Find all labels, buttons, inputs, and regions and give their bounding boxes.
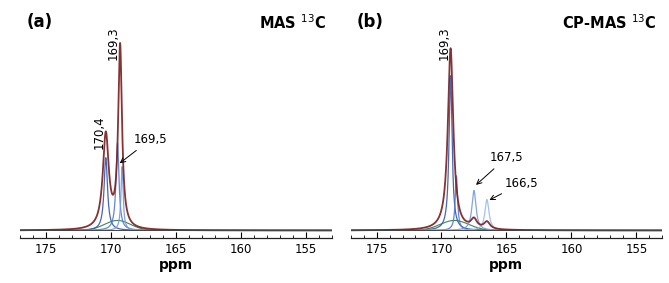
Text: 169,3: 169,3 <box>107 26 120 60</box>
Text: 169,3: 169,3 <box>438 26 450 60</box>
Text: CP-MAS $^{13}$C: CP-MAS $^{13}$C <box>561 13 656 32</box>
Text: (b): (b) <box>357 13 383 31</box>
Text: 167,5: 167,5 <box>477 151 523 184</box>
Text: MAS $^{13}$C: MAS $^{13}$C <box>259 13 326 32</box>
X-axis label: ppm: ppm <box>489 258 523 272</box>
Text: 166,5: 166,5 <box>490 177 539 200</box>
Text: 170,4: 170,4 <box>93 115 106 149</box>
Text: (a): (a) <box>26 13 52 31</box>
Text: 169,5: 169,5 <box>120 133 167 163</box>
X-axis label: ppm: ppm <box>159 258 193 272</box>
